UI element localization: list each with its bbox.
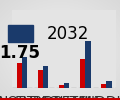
Y-axis label: Market Size in USD Billion: Market Size in USD Billion <box>0 0 1 100</box>
Text: 1.75: 1.75 <box>0 44 40 62</box>
Bar <box>43 66 48 88</box>
Bar <box>22 57 27 88</box>
Bar <box>38 70 43 88</box>
Bar <box>85 41 91 88</box>
Bar <box>106 82 112 88</box>
Bar <box>59 85 64 88</box>
Bar <box>80 59 85 88</box>
Legend: 2023, 2032: 2023, 2032 <box>0 18 96 50</box>
Bar <box>101 84 106 88</box>
Bar <box>64 83 69 88</box>
Bar <box>17 63 22 88</box>
